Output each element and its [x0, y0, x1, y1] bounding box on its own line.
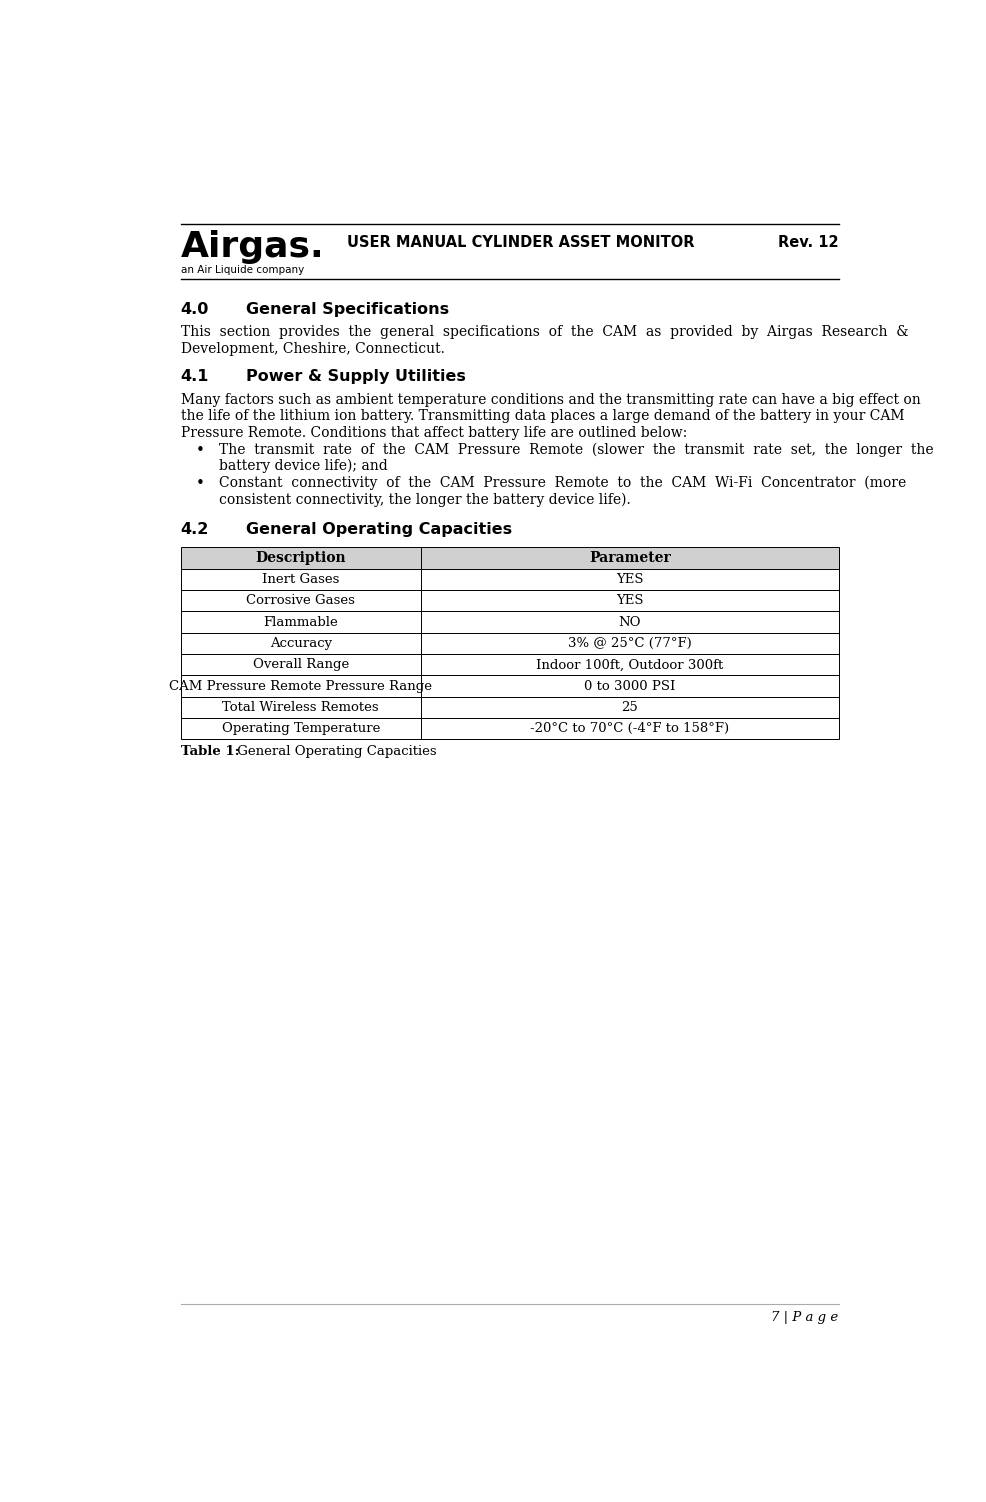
Text: •: • — [195, 476, 204, 491]
Text: Rev. 12: Rev. 12 — [777, 234, 838, 249]
Text: CAM Pressure Remote Pressure Range: CAM Pressure Remote Pressure Range — [170, 679, 432, 692]
Text: Description: Description — [255, 551, 346, 565]
Bar — [180, 697, 838, 718]
Text: consistent connectivity, the longer the battery device life).: consistent connectivity, the longer the … — [219, 493, 630, 506]
Text: The  transmit  rate  of  the  CAM  Pressure  Remote  (slower  the  transmit  rat: The transmit rate of the CAM Pressure Re… — [219, 443, 933, 457]
Text: Airgas.: Airgas. — [180, 230, 324, 264]
Text: Many factors such as ambient temperature conditions and the transmitting rate ca: Many factors such as ambient temperature… — [180, 394, 920, 407]
Text: General Specifications: General Specifications — [246, 302, 449, 317]
Text: 25: 25 — [621, 701, 637, 713]
Text: YES: YES — [615, 595, 643, 607]
Text: 4.2: 4.2 — [180, 521, 209, 536]
Text: Total Wireless Remotes: Total Wireless Remotes — [222, 701, 379, 713]
Text: an Air Liquide company: an Air Liquide company — [180, 264, 304, 275]
Text: This  section  provides  the  general  specifications  of  the  CAM  as  provide: This section provides the general specif… — [180, 326, 907, 339]
Text: 4.1: 4.1 — [180, 369, 209, 385]
Text: Operating Temperature: Operating Temperature — [222, 722, 380, 736]
Bar — [180, 632, 838, 653]
Text: 4.0: 4.0 — [180, 302, 209, 317]
Bar — [180, 676, 838, 697]
Text: Power & Supply Utilities: Power & Supply Utilities — [246, 369, 465, 385]
Text: Indoor 100ft, Outdoor 300ft: Indoor 100ft, Outdoor 300ft — [535, 658, 723, 671]
Text: USER MANUAL CYLINDER ASSET MONITOR: USER MANUAL CYLINDER ASSET MONITOR — [347, 234, 694, 249]
Text: YES: YES — [615, 572, 643, 586]
Text: Inert Gases: Inert Gases — [262, 572, 339, 586]
Bar — [180, 718, 838, 739]
Text: Constant  connectivity  of  the  CAM  Pressure  Remote  to  the  CAM  Wi-Fi  Con: Constant connectivity of the CAM Pressur… — [219, 476, 905, 490]
Text: Accuracy: Accuracy — [269, 637, 331, 650]
Bar — [180, 569, 838, 590]
Text: Flammable: Flammable — [263, 616, 338, 629]
Bar — [180, 653, 838, 676]
Text: General Operating Capacities: General Operating Capacities — [233, 745, 436, 759]
Text: the life of the lithium ion battery. Transmitting data places a large demand of : the life of the lithium ion battery. Tra… — [180, 410, 903, 424]
Text: Table 1:: Table 1: — [180, 745, 240, 759]
Bar — [180, 547, 838, 569]
Text: -20°C to 70°C (-4°F to 158°F): -20°C to 70°C (-4°F to 158°F) — [529, 722, 729, 736]
Text: Development, Cheshire, Connecticut.: Development, Cheshire, Connecticut. — [180, 342, 444, 356]
Text: •: • — [195, 443, 204, 458]
Text: General Operating Capacities: General Operating Capacities — [246, 521, 512, 536]
Bar — [180, 590, 838, 611]
Text: battery device life); and: battery device life); and — [219, 460, 387, 473]
Text: 0 to 3000 PSI: 0 to 3000 PSI — [584, 679, 674, 692]
Text: Overall Range: Overall Range — [252, 658, 349, 671]
Text: NO: NO — [618, 616, 640, 629]
Text: 7 | P a g e: 7 | P a g e — [770, 1311, 838, 1325]
Text: 3% @ 25°C (77°F): 3% @ 25°C (77°F) — [567, 637, 691, 650]
Text: Corrosive Gases: Corrosive Gases — [246, 595, 355, 607]
Text: Parameter: Parameter — [589, 551, 669, 565]
Text: Pressure Remote. Conditions that affect battery life are outlined below:: Pressure Remote. Conditions that affect … — [180, 427, 686, 440]
Bar — [180, 611, 838, 632]
